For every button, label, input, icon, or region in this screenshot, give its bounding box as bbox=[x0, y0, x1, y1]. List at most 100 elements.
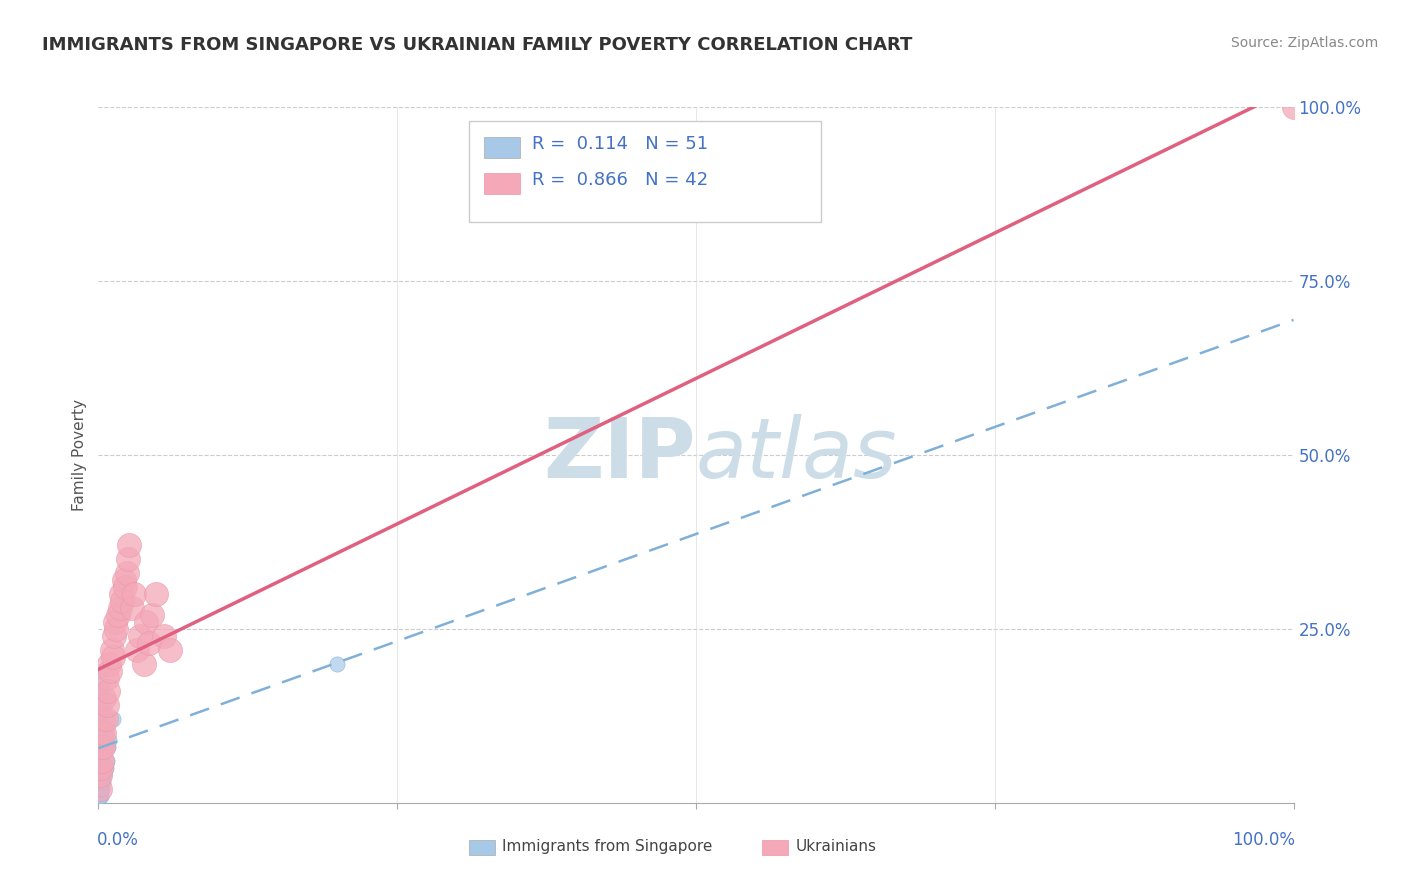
Point bbox=[153, 629, 176, 643]
FancyBboxPatch shape bbox=[762, 839, 787, 855]
Point bbox=[89, 775, 111, 789]
Point bbox=[96, 671, 118, 685]
Point bbox=[89, 768, 111, 782]
Point bbox=[96, 698, 118, 713]
Point bbox=[124, 587, 146, 601]
Point bbox=[1282, 100, 1305, 114]
Point bbox=[89, 747, 111, 761]
Text: Immigrants from Singapore: Immigrants from Singapore bbox=[502, 839, 713, 855]
FancyBboxPatch shape bbox=[485, 173, 520, 194]
Point bbox=[90, 677, 112, 691]
Point bbox=[98, 657, 121, 671]
Point bbox=[89, 761, 111, 775]
Text: Source: ZipAtlas.com: Source: ZipAtlas.com bbox=[1230, 36, 1378, 50]
Point bbox=[91, 726, 114, 740]
Point bbox=[91, 664, 114, 678]
Point bbox=[91, 712, 114, 726]
Text: 0.0%: 0.0% bbox=[97, 830, 139, 848]
FancyBboxPatch shape bbox=[485, 137, 520, 158]
Point bbox=[89, 781, 111, 796]
Point bbox=[89, 726, 111, 740]
Point bbox=[90, 775, 112, 789]
Point bbox=[105, 622, 128, 636]
Point bbox=[104, 615, 127, 629]
Point bbox=[97, 740, 120, 755]
Point bbox=[125, 642, 148, 657]
Point bbox=[94, 726, 117, 740]
Point bbox=[90, 740, 112, 755]
Point bbox=[98, 733, 121, 747]
Point bbox=[89, 781, 111, 796]
Point bbox=[89, 781, 111, 796]
Point bbox=[121, 601, 143, 615]
Point bbox=[89, 754, 111, 768]
Point bbox=[91, 698, 114, 713]
Point bbox=[91, 706, 114, 720]
Point bbox=[90, 733, 112, 747]
Point bbox=[117, 552, 139, 566]
Text: IMMIGRANTS FROM SINGAPORE VS UKRAINIAN FAMILY POVERTY CORRELATION CHART: IMMIGRANTS FROM SINGAPORE VS UKRAINIAN F… bbox=[42, 36, 912, 54]
Text: 100.0%: 100.0% bbox=[1232, 830, 1295, 848]
Point bbox=[98, 664, 122, 678]
Point bbox=[89, 775, 111, 789]
Point bbox=[89, 733, 111, 747]
FancyBboxPatch shape bbox=[470, 839, 495, 855]
Point bbox=[90, 691, 112, 706]
Point bbox=[94, 761, 117, 775]
Point bbox=[135, 615, 157, 629]
Point bbox=[93, 740, 115, 755]
Point bbox=[89, 712, 111, 726]
Point bbox=[93, 691, 115, 706]
Point bbox=[326, 657, 349, 671]
Point bbox=[89, 698, 111, 713]
Point bbox=[112, 573, 135, 587]
Point bbox=[108, 601, 131, 615]
Point bbox=[90, 706, 112, 720]
Point bbox=[89, 768, 111, 782]
Point bbox=[89, 719, 111, 733]
Point bbox=[114, 580, 136, 594]
Point bbox=[91, 754, 114, 768]
Point bbox=[103, 629, 125, 643]
Point bbox=[91, 740, 114, 755]
Point bbox=[89, 706, 111, 720]
Point bbox=[89, 768, 111, 782]
Text: R =  0.866   N = 42: R = 0.866 N = 42 bbox=[533, 171, 709, 189]
Point bbox=[89, 740, 111, 755]
Point bbox=[100, 642, 122, 657]
Point bbox=[93, 726, 115, 740]
Point bbox=[91, 684, 114, 698]
Point bbox=[110, 587, 132, 601]
Point bbox=[141, 607, 163, 622]
Text: ZIP: ZIP bbox=[544, 415, 696, 495]
Point bbox=[111, 594, 134, 608]
Point bbox=[107, 607, 129, 622]
Point bbox=[145, 587, 167, 601]
Point bbox=[91, 781, 114, 796]
FancyBboxPatch shape bbox=[470, 121, 821, 222]
Point bbox=[90, 761, 112, 775]
Point bbox=[91, 754, 114, 768]
Point bbox=[91, 740, 114, 755]
Point bbox=[91, 768, 114, 782]
Point bbox=[90, 747, 112, 761]
Point bbox=[89, 789, 111, 803]
Point bbox=[159, 642, 181, 657]
Y-axis label: Family Poverty: Family Poverty bbox=[72, 399, 87, 511]
Point bbox=[94, 712, 117, 726]
Point bbox=[91, 754, 114, 768]
Point bbox=[90, 719, 112, 733]
Point bbox=[132, 657, 155, 671]
Point bbox=[90, 761, 112, 775]
Point bbox=[97, 684, 120, 698]
Point bbox=[129, 629, 152, 643]
Point bbox=[90, 781, 112, 796]
Point bbox=[91, 733, 114, 747]
Point bbox=[91, 775, 114, 789]
Point bbox=[89, 789, 111, 803]
Point bbox=[89, 691, 111, 706]
Point bbox=[118, 538, 141, 552]
Point bbox=[101, 649, 124, 664]
Point bbox=[96, 754, 118, 768]
Point bbox=[91, 726, 114, 740]
